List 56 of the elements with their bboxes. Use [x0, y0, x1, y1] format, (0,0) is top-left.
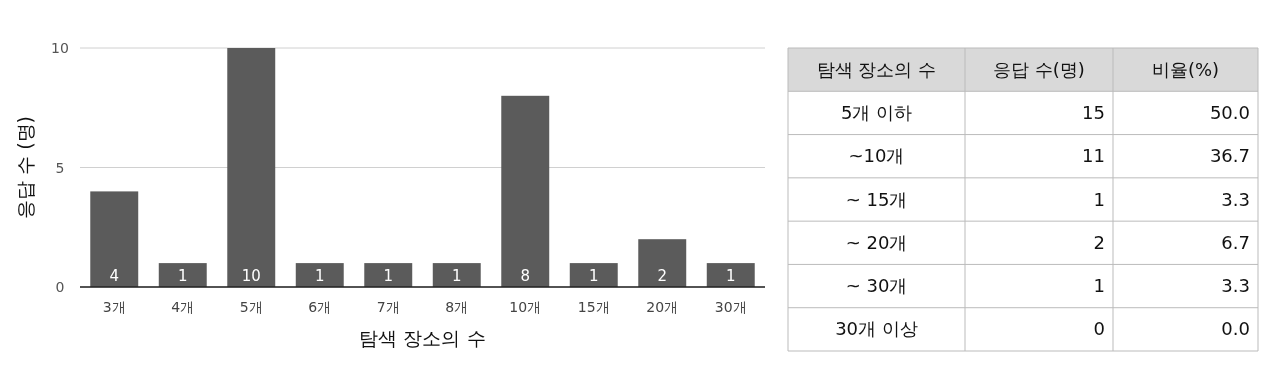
- data-label: 15: [1082, 101, 1105, 123]
- x-tick-label: 30개: [714, 299, 747, 315]
- x-tick-label: 5개: [239, 299, 263, 315]
- x-tick-label: 7개: [376, 299, 400, 315]
- x-tick-label: 3개: [102, 299, 126, 315]
- bar: [501, 95, 550, 287]
- category-label: 5개 이하: [840, 101, 913, 123]
- data-label: 36.7: [1209, 145, 1250, 167]
- data-label: 1: [383, 267, 394, 285]
- y-tick-label: 10: [51, 40, 69, 56]
- bar: [227, 48, 276, 287]
- category-label: ~ 20개: [845, 231, 908, 253]
- y-tick-label: 0: [55, 279, 65, 295]
- y-axis-title: 응답 수 (명): [14, 116, 36, 219]
- bar: [638, 239, 687, 287]
- data-label: 11: [1082, 145, 1105, 167]
- x-tick-label: 8개: [445, 299, 469, 315]
- bar: [364, 263, 413, 287]
- data-label: 1: [725, 267, 736, 285]
- data-label: 6.7: [1221, 231, 1250, 253]
- data-label: 3.3: [1221, 188, 1250, 210]
- category-label: ~10개: [848, 145, 905, 167]
- data-label: 1: [177, 267, 188, 285]
- data-label: 1: [314, 267, 325, 285]
- data-label: 8: [520, 267, 531, 285]
- data-label: 3.3: [1221, 275, 1250, 297]
- data-label: 0.0: [1221, 318, 1250, 340]
- data-label: 4: [109, 267, 120, 285]
- text: 응답 수(명): [993, 58, 1085, 80]
- data-label: 50.0: [1209, 101, 1250, 123]
- data-label: 1: [1093, 275, 1105, 297]
- bar: [569, 263, 618, 287]
- data-label: 0: [1093, 318, 1105, 340]
- bar: [90, 191, 139, 287]
- category-label: ~ 30개: [845, 275, 908, 297]
- y-tick-label: 5: [55, 159, 65, 176]
- text: 탐색 장소의 수: [816, 58, 937, 80]
- data-label: 2: [657, 267, 668, 285]
- x-axis-title: 탐색 장소의 수: [359, 327, 486, 349]
- category-label: 30개 이상: [835, 318, 918, 340]
- x-tick-label: 4개: [171, 299, 195, 315]
- x-tick-label: 10개: [509, 299, 542, 315]
- data-label: 1: [588, 267, 599, 285]
- bar: [432, 263, 481, 287]
- text: 비율(%): [1151, 58, 1220, 80]
- data-label: 2: [1093, 231, 1105, 253]
- category-label: ~ 15개: [845, 188, 908, 210]
- x-tick-label: 15개: [577, 299, 610, 315]
- x-tick-label: 20개: [646, 299, 679, 315]
- data-label: 1: [1093, 188, 1105, 210]
- data-label: 10: [241, 267, 261, 285]
- data-label: 1: [451, 267, 462, 285]
- x-tick-label: 6개: [308, 299, 332, 315]
- bar: [706, 263, 755, 287]
- bar: [158, 263, 207, 287]
- bar: [295, 263, 344, 287]
